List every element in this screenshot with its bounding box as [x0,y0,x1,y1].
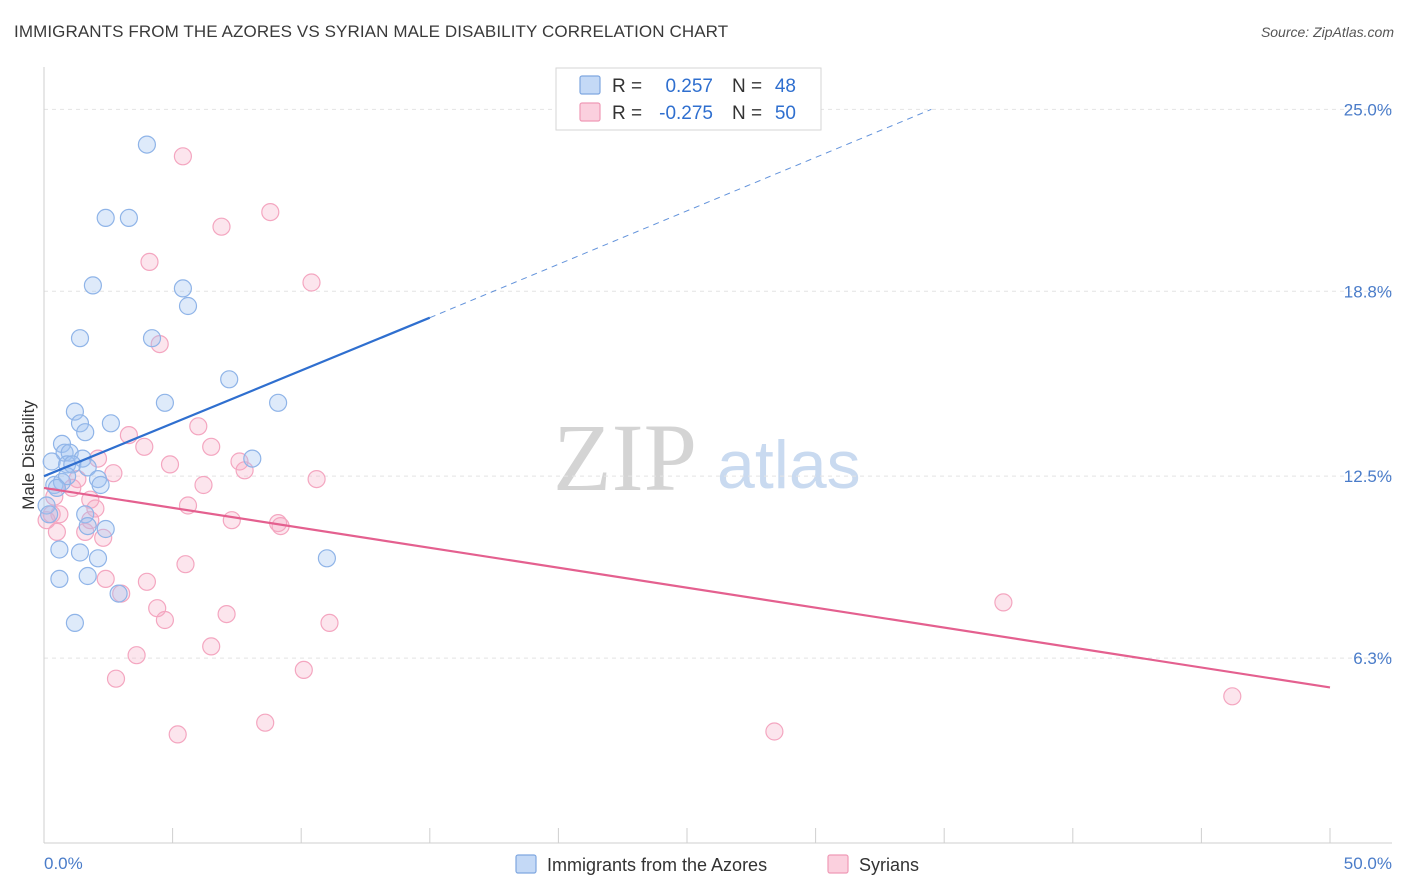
stats-r-value-blue: 0.257 [665,76,713,97]
point-syrians [137,572,156,591]
legend-label-azores: Immigrants from the Azores [547,855,767,875]
y-tick-label: 6.3% [1353,649,1392,668]
point-syrians [96,569,115,589]
point-azores [65,613,85,633]
point-syrians [202,437,221,456]
point-azores [50,540,69,559]
point-azores [50,569,69,589]
trend-lines [43,108,1331,689]
watermark-zip: ZIP [553,404,697,511]
point-azores [88,549,108,568]
point-syrians [302,273,321,292]
point-syrians [176,555,195,574]
x-tick-label-max: 50.0% [1344,854,1392,873]
point-azores [155,393,174,412]
point-syrians [194,475,213,495]
stats-box: R = 0.257 N = 48 R = -0.275 N = 50 [555,67,822,131]
point-azores [220,370,239,389]
stats-n-label-blue: N = [732,76,762,97]
point-azores [269,393,288,412]
y-tick-label: 25.0% [1344,100,1392,119]
point-azores [317,549,336,568]
point-syrians [261,203,280,222]
trend-line-azores [43,316,431,478]
y-axis-label: Male Disability [19,400,38,510]
point-azores [70,414,90,433]
point-azores [96,519,115,539]
source-label: Source: ZipAtlas.com [1260,24,1394,40]
stats-swatch-pink [579,102,601,122]
point-azores [178,296,198,316]
point-syrians [307,470,326,489]
trend-line-syrians [43,486,1331,689]
point-syrians [202,637,221,656]
point-azores [70,543,90,562]
point-azores [70,329,90,348]
point-azores [78,516,97,536]
point-azores [96,208,115,227]
y-tick-label: 12.5% [1344,467,1392,486]
point-syrians [160,455,180,474]
point-azores [65,402,85,421]
x-axis-ticks [172,828,1331,843]
point-syrians [222,511,241,530]
stats-swatch-blue [579,75,601,95]
stats-n-value-blue: 48 [775,76,796,97]
point-syrians [106,669,126,688]
point-syrians [173,147,192,166]
point-syrians [127,646,146,665]
point-syrians [47,522,67,542]
stats-n-value-pink: 50 [775,103,796,124]
point-azores [42,452,61,471]
point-azores [109,584,128,603]
point-azores [76,423,95,442]
y-tick-label: 18.8% [1344,282,1392,301]
point-syrians [168,725,187,744]
point-azores [101,414,121,433]
point-azores [78,566,97,586]
stats-r-label-blue: R = [612,76,642,97]
x-tick-label-min: 0.0% [44,854,83,873]
watermark-atlas: atlas [717,427,861,503]
stats-n-label-pink: N = [732,103,762,124]
y-tick-labels: 6.3% 12.5% 18.8% 25.0% [1344,100,1392,668]
chart-title: IMMIGRANTS FROM THE AZORES VS SYRIAN MAL… [14,22,729,41]
point-syrians [256,713,275,732]
point-azores [243,449,262,468]
point-azores [137,135,156,154]
point-syrians [135,437,154,456]
point-syrians [155,610,174,630]
point-azores [91,475,110,495]
legend-label-syrians: Syrians [859,855,919,875]
stats-r-label-pink: R = [612,103,642,124]
point-syrians [994,593,1013,612]
point-azores [39,505,59,524]
legend-swatch-syrians [827,854,849,874]
point-syrians [140,252,159,271]
legend: Immigrants from the Azores Syrians [515,854,919,875]
trend-line-azores-extension [429,108,932,319]
point-azores [119,208,138,227]
point-syrians [294,660,313,680]
point-syrians [217,604,236,624]
point-syrians [765,722,784,741]
point-syrians [86,499,105,518]
point-azores [142,329,162,348]
point-azores [173,279,192,298]
point-syrians [212,217,231,236]
point-azores [83,276,103,295]
point-syrians [320,613,339,633]
stats-r-value-pink: -0.275 [659,103,713,124]
gridlines [44,108,1392,659]
point-azores [76,505,95,524]
point-syrians [189,417,208,436]
point-syrians [1223,687,1242,706]
legend-swatch-azores [515,854,537,874]
